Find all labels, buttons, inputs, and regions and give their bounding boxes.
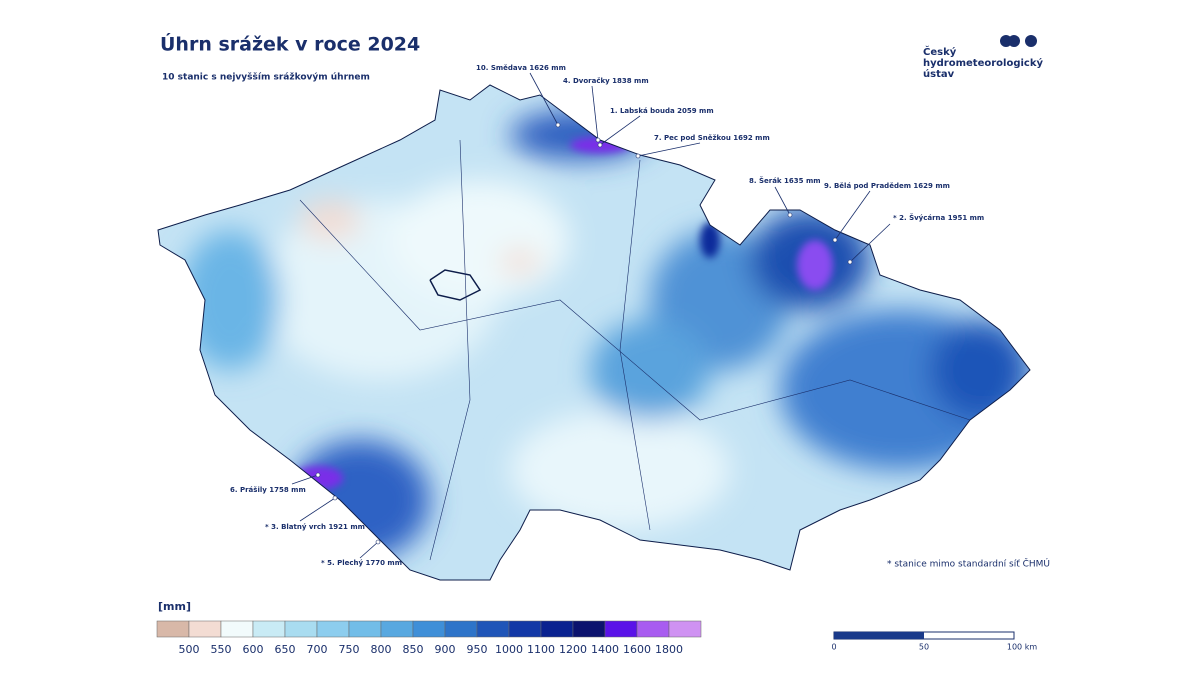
legend-swatch [156,620,190,638]
leader-line [299,497,336,522]
leader-line [359,541,379,559]
legend-swatch [316,620,350,638]
region-border [299,199,971,421]
station-marker [555,122,561,128]
station-label: 1. Labská bouda 2059 mm [610,107,714,115]
station-marker [635,153,641,159]
logo: Český hydrometeorologický ústav [923,35,1043,80]
station-label: 10. Smědava 1626 mm [476,64,566,72]
logo-dot [1025,35,1037,47]
legend-swatch [380,620,414,638]
leader-line [774,186,791,216]
prague-border [429,269,482,301]
leader-line [599,115,641,146]
legend-label: 1800 [655,643,683,656]
legend-swatch [188,620,222,638]
station-label: 7. Pec pod Sněžkou 1692 mm [654,134,770,142]
station-marker [332,495,338,501]
legend-label: 850 [403,643,424,656]
scale-label: 50 [919,643,929,652]
legend-unit: [mm] [158,600,191,613]
region-border [619,159,651,531]
legend-swatch [572,620,606,638]
legend-label: 1400 [591,643,619,656]
leader-line [591,85,599,141]
legend-label: 800 [371,643,392,656]
logo-text: ústav [923,68,955,80]
leader-line [529,72,559,126]
region-border [429,139,471,561]
legend-swatch [412,620,446,638]
title: Úhrn srážek v roce 2024 [160,32,420,56]
station-marker [595,137,601,143]
legend-label: 750 [339,643,360,656]
leader-line [637,142,701,157]
footnote: * stanice mimo standardní síť ČHMÚ [887,558,1050,570]
legend-swatch [668,620,702,638]
station-marker [787,212,793,218]
station-marker [847,259,853,265]
station-label: 9. Bělá pod Pradědem 1629 mm [824,182,950,190]
subtitle: 10 stanic s nejvyšším srážkovým úhrnem [162,72,370,83]
country-border [157,84,1031,581]
legend-swatch [636,620,670,638]
logo-text: Český [923,45,957,58]
legend-swatch [220,620,254,638]
scale-bar-segment [834,632,924,639]
station-label: * 2. Švýcárna 1951 mm [893,213,984,222]
leader-line [291,474,319,485]
station-label: 8. Šerák 1635 mm [749,176,821,185]
legend-label: 500 [179,643,200,656]
legend-label: 1000 [495,643,523,656]
leader-line [834,190,871,241]
legend-label: 950 [467,643,488,656]
station-label: 6. Prášily 1758 mm [230,486,306,494]
station-marker [375,539,381,545]
legend-swatch [508,620,542,638]
station-marker [597,142,603,148]
legend-swatch [476,620,510,638]
legend-swatch [444,620,478,638]
legend-swatch [284,620,318,638]
legend-label: 1200 [559,643,587,656]
legend-label: 900 [435,643,456,656]
logo-dot [1008,35,1020,47]
station-label: 4. Dvoračky 1838 mm [563,77,649,85]
logo-text: hydrometeorologický [923,57,1043,69]
legend-label: 600 [243,643,264,656]
station-marker [832,237,838,243]
legend-swatch [540,620,574,638]
precipitation-map [158,85,1030,580]
legend-swatch [604,620,638,638]
scale-label: 0 [831,643,836,652]
scale-label: 100 km [1007,643,1037,652]
leader-line [849,223,891,263]
legend-label: 650 [275,643,296,656]
legend-label: 1600 [623,643,651,656]
legend-swatch [348,620,382,638]
station-label: * 5. Plechý 1770 mm [321,558,402,567]
station-label: * 3. Blatný vrch 1921 mm [265,522,365,531]
legend-swatch [252,620,286,638]
station-marker [315,472,321,478]
legend-label: 1100 [527,643,555,656]
legend-label: 700 [307,643,328,656]
legend-label: 550 [211,643,232,656]
